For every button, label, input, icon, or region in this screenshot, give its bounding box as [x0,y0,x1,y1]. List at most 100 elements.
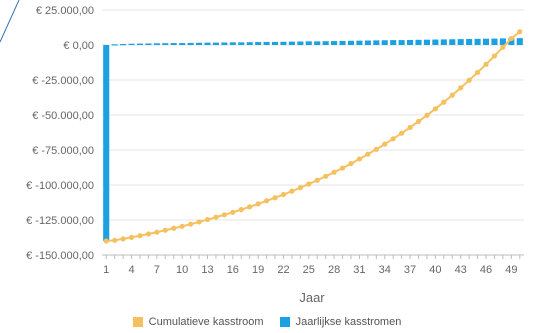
line-point [221,212,227,218]
bar-year [508,38,515,45]
bar-year [288,41,295,45]
bar-year [221,42,228,45]
legend-label-cumulatieve: Cumulatieve kasstroom [148,316,264,328]
bar-year [381,40,388,45]
legend-item-cumulatieve[interactable]: Cumulatieve kasstroom [132,316,264,328]
line-point [339,165,346,171]
bar-year [499,38,506,45]
line-point [390,136,396,142]
bar-year [390,40,397,45]
bar-year [339,40,346,45]
bar-year [271,41,279,45]
bar-year [432,39,439,45]
line-point [120,236,126,242]
line-point [272,195,278,201]
line-point [517,29,523,35]
bar-year [331,41,338,45]
line-point [238,207,244,213]
y-axis-ticks: € 25.000,00 € 0,00 € -25.000,00 € -50.000,0… [26,5,94,262]
y-tick-label: € -75.000,00 [32,145,94,157]
bar-year [103,45,110,241]
y-tick-label: € 0,00 [63,40,94,52]
line-point [407,124,413,131]
line-point [373,146,379,152]
corner-decoration [0,0,20,43]
bar-year [305,41,312,45]
line-point [213,214,219,220]
line-point [348,160,354,167]
x-axis-ticks: 1 4 7 10 13 16 19 22 25 28 31 34 37 40 43 46 49 [103,255,521,276]
line-point [483,61,489,67]
bar-year [449,39,456,45]
line-point [508,35,514,42]
bar-year [314,41,321,45]
x-tick-label: 31 [353,264,365,276]
line-point [204,216,211,223]
bar-year [322,41,329,45]
line-point [171,225,177,231]
legend-swatch-cumulatieve [132,317,143,327]
x-tick-label: 43 [455,264,467,276]
x-tick-label: 19 [252,264,264,276]
x-tick-label: 10 [176,264,188,276]
line-point [314,177,320,183]
line-point [297,185,303,191]
legend-item-jaarlijkse[interactable]: Jaarlijkse kasstromen [279,316,402,328]
line-point [432,106,438,112]
line-point [280,191,287,198]
line-point [458,85,464,91]
line-point [356,156,363,162]
line-point [112,237,118,243]
series-line-cumulatieve [106,30,521,242]
legend-label-jaarlijkse: Jaarlijkse kasstromen [295,316,402,328]
line-point [247,204,253,210]
line-point [424,112,430,118]
x-tick-label: 37 [404,264,416,276]
line-point [474,69,481,76]
line-point [128,234,135,240]
line-point [441,99,447,105]
bar-year [128,43,135,45]
x-tick-label: 34 [379,264,391,276]
x-tick-label: 25 [303,264,315,276]
line-point [145,231,152,237]
line-point [137,233,143,239]
bar-year [466,38,473,45]
grid-lines [102,9,524,256]
bar-year [153,43,160,45]
line-point [306,181,312,187]
line-point [415,118,422,125]
line-point [500,44,506,50]
line-point [399,130,405,136]
bar-year [347,40,355,45]
y-tick-label: € -150.000,00 [26,250,94,262]
line-point [289,188,295,194]
bar-year [246,42,253,45]
line-point [491,53,498,59]
bar-year [280,41,287,45]
x-tick-label: 4 [128,264,134,276]
y-tick-label: € -100.000,00 [26,180,94,192]
bar-year [187,42,194,45]
line-point [255,201,261,207]
bar-year [491,38,498,45]
bar-year [356,40,363,45]
line-point [365,151,371,157]
bar-year [364,40,371,45]
x-tick-label: 13 [201,264,213,276]
x-tick-label: 7 [154,264,160,276]
bar-year [145,43,152,45]
line-point [323,173,329,179]
legend: Cumulatieve kasstroom Jaarlijkse kasstro… [0,316,534,328]
bar-year [255,42,262,45]
bar-year [407,39,414,45]
bar-year [297,41,304,45]
bar-year [196,42,203,45]
bar-year [111,44,118,46]
line-point [230,209,236,215]
y-tick-label: € -125.000,00 [26,215,94,227]
bar-year [474,38,481,45]
bar-year [238,42,245,45]
line-point [196,219,202,225]
